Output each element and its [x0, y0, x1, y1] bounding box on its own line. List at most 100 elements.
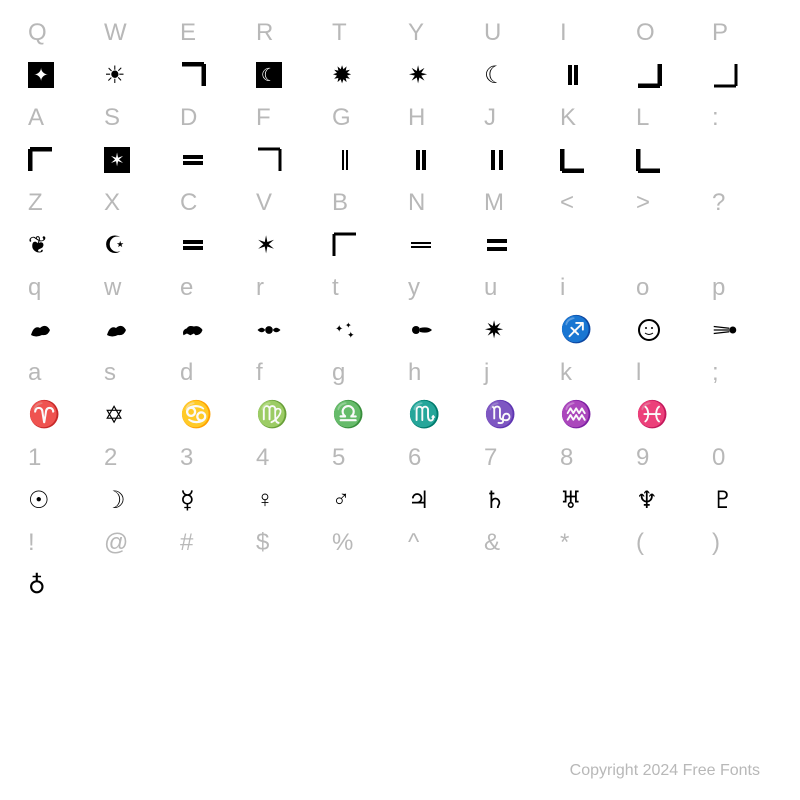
- key-label: E: [172, 10, 248, 55]
- key-label: P: [704, 10, 780, 55]
- glyph-: [704, 140, 780, 180]
- glyph-pisces: ♓: [628, 395, 704, 435]
- glyph-bar-double-v-wide: [476, 140, 552, 180]
- key-label: @: [96, 520, 172, 565]
- glyph-virgo: ♍: [248, 395, 324, 435]
- key-label: $: [248, 520, 324, 565]
- key-label: o: [628, 265, 704, 310]
- glyph-corner-bl-thick: [628, 140, 704, 180]
- key-label: M: [476, 180, 552, 225]
- copyright-text: Copyright 2024 Free Fonts: [570, 762, 760, 780]
- glyph-: [704, 395, 780, 435]
- glyph-bar-double-v: [400, 140, 476, 180]
- key-label: 5: [324, 435, 400, 480]
- key-label: 9: [628, 435, 704, 480]
- key-label: W: [96, 10, 172, 55]
- glyph-bar-double-v: [552, 55, 628, 95]
- key-label: w: [96, 265, 172, 310]
- glyph-aquarius: ♒: [552, 395, 628, 435]
- glyph-corner-br-thin: [704, 55, 780, 95]
- key-label: K: [552, 95, 628, 140]
- glyph-jupiter: ♃: [400, 480, 476, 520]
- key-label: 1: [20, 435, 96, 480]
- key-label: p: [704, 265, 780, 310]
- key-label: %: [324, 520, 400, 565]
- key-label: O: [628, 10, 704, 55]
- glyph-bar-double-h-thin: [400, 225, 476, 265]
- key-label: a: [20, 350, 96, 395]
- key-label: 4: [248, 435, 324, 480]
- glyph-heart-flame: ❦: [20, 225, 96, 265]
- key-label: A: [20, 95, 96, 140]
- glyph-: [96, 565, 172, 605]
- key-label: j: [476, 350, 552, 395]
- key-label: d: [172, 350, 248, 395]
- key-label: r: [248, 265, 324, 310]
- key-label: H: [400, 95, 476, 140]
- key-label: k: [552, 350, 628, 395]
- glyph-comet-tail: [400, 310, 476, 350]
- key-label: *: [552, 520, 628, 565]
- key-label: S: [96, 95, 172, 140]
- glyph-libra: ♎: [324, 395, 400, 435]
- character-map-grid: QWERTYUIOP✦☀☾✹✷☾ASDFGHJKL:✶ZXCVBNM<>?❦☪✶…: [20, 10, 780, 605]
- glyph-star-box-6: ✶: [96, 140, 172, 180]
- glyph-: [704, 225, 780, 265]
- glyph-moon-box: ☾: [248, 55, 324, 95]
- key-label: 3: [172, 435, 248, 480]
- glyph-mars: ♂: [324, 480, 400, 520]
- svg-text:✦: ✦: [347, 330, 355, 340]
- glyph-sun-face: [628, 310, 704, 350]
- key-label: 6: [400, 435, 476, 480]
- glyph-capricorn: ♑: [476, 395, 552, 435]
- key-label: i: [552, 265, 628, 310]
- glyph-scorpio: ♏: [400, 395, 476, 435]
- glyph-corner-bl: [552, 140, 628, 180]
- key-label: L: [628, 95, 704, 140]
- key-label: ): [704, 520, 780, 565]
- glyph-uranus: ♅: [552, 480, 628, 520]
- key-label: y: [400, 265, 476, 310]
- glyph-sun-ornate: ☀: [96, 55, 172, 95]
- key-label: T: [324, 10, 400, 55]
- glyph-sun-sym: ☉: [20, 480, 96, 520]
- key-label: U: [476, 10, 552, 55]
- key-label: (: [628, 520, 704, 565]
- glyph-comet: [704, 310, 780, 350]
- key-label: 7: [476, 435, 552, 480]
- glyph-moon-sym: ☽: [96, 480, 172, 520]
- key-label: ;: [704, 350, 780, 395]
- key-label: #: [172, 520, 248, 565]
- key-label: >: [628, 180, 704, 225]
- glyph-earth-sym: ♁: [20, 565, 96, 605]
- glyph-: [704, 565, 780, 605]
- glyph-star-6: ✶: [248, 225, 324, 265]
- key-label: Q: [20, 10, 96, 55]
- glyph-: [400, 565, 476, 605]
- key-label: s: [96, 350, 172, 395]
- key-label: G: [324, 95, 400, 140]
- glyph-corner-tl: [20, 140, 96, 180]
- glyph-: [248, 565, 324, 605]
- glyph-griffin: [20, 310, 96, 350]
- key-label: N: [400, 180, 476, 225]
- key-label: X: [96, 180, 172, 225]
- key-label: !: [20, 520, 96, 565]
- key-label: B: [324, 180, 400, 225]
- glyph-star-box: ✦: [20, 55, 96, 95]
- svg-text:✦: ✦: [335, 324, 343, 335]
- glyph-cancer: ♋: [172, 395, 248, 435]
- key-label: f: [248, 350, 324, 395]
- glyph-: [324, 565, 400, 605]
- glyph-star-8: ✷: [476, 310, 552, 350]
- key-label: u: [476, 265, 552, 310]
- key-label: 0: [704, 435, 780, 480]
- key-label: J: [476, 95, 552, 140]
- key-label: <: [552, 180, 628, 225]
- key-label: Y: [400, 10, 476, 55]
- glyph-bar-double-v-thin: [324, 140, 400, 180]
- glyph-: [552, 225, 628, 265]
- glyph-corner-tr: [172, 55, 248, 95]
- key-label: q: [20, 265, 96, 310]
- glyph-pluto: ♇: [704, 480, 780, 520]
